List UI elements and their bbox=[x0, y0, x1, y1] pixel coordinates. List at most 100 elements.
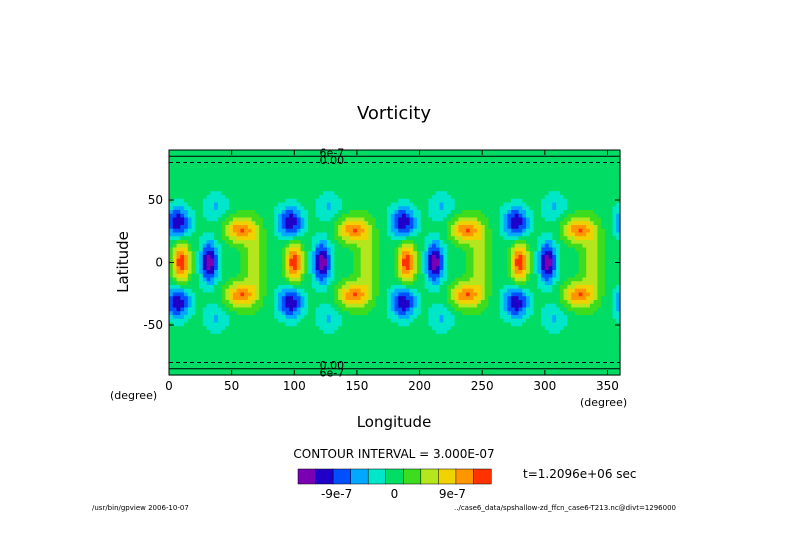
heatmap-cell bbox=[616, 240, 621, 245]
heatmap-cell bbox=[375, 255, 381, 260]
heatmap-cell bbox=[195, 288, 200, 294]
heatmap-cell bbox=[503, 161, 508, 166]
heatmap-cell bbox=[477, 251, 482, 256]
heatmap-cell bbox=[217, 198, 223, 204]
heatmap-cell bbox=[417, 157, 422, 162]
heatmap-cell bbox=[428, 198, 433, 204]
heatmap-cell bbox=[281, 225, 287, 230]
heatmap-cell bbox=[533, 266, 538, 271]
heatmap-cell bbox=[221, 221, 226, 226]
heatmap-cell bbox=[236, 191, 242, 196]
heatmap-cell bbox=[169, 191, 174, 196]
heatmap-cell bbox=[304, 285, 309, 290]
heatmap-cell bbox=[420, 176, 426, 181]
heatmap-cell bbox=[499, 281, 505, 286]
heatmap-cell bbox=[413, 300, 418, 305]
heatmap-cell bbox=[360, 221, 366, 226]
heatmap-cell bbox=[503, 270, 508, 275]
heatmap-cell bbox=[184, 165, 189, 170]
heatmap-cell bbox=[334, 296, 339, 301]
heatmap-cell bbox=[469, 270, 475, 275]
heatmap-cell bbox=[608, 157, 614, 162]
heatmap-cell bbox=[236, 262, 242, 267]
heatmap-cell bbox=[195, 176, 200, 181]
heatmap-cell bbox=[522, 183, 527, 189]
heatmap-cell bbox=[458, 183, 463, 189]
heatmap-cell bbox=[217, 172, 223, 177]
heatmap-cell bbox=[465, 176, 471, 181]
heatmap-cell bbox=[593, 187, 599, 192]
heatmap-cell bbox=[172, 191, 178, 196]
heatmap-cell bbox=[217, 150, 223, 155]
heatmap-cell bbox=[172, 273, 178, 279]
heatmap-cell bbox=[544, 262, 550, 267]
heatmap-cell bbox=[514, 202, 520, 207]
heatmap-cell bbox=[552, 247, 557, 252]
heatmap-cell bbox=[458, 213, 463, 219]
heatmap-cell bbox=[428, 236, 433, 241]
heatmap-cell bbox=[293, 180, 298, 185]
heatmap-cell bbox=[556, 251, 561, 256]
heatmap-cell bbox=[480, 165, 486, 170]
heatmap-cell bbox=[612, 232, 617, 237]
heatmap-cell bbox=[210, 165, 215, 170]
heatmap-cell bbox=[330, 172, 335, 177]
heatmap-cell bbox=[364, 247, 369, 252]
heatmap-cell bbox=[266, 213, 272, 219]
heatmap-cell bbox=[495, 243, 501, 249]
heatmap-cell bbox=[311, 243, 317, 249]
heatmap-cell bbox=[341, 206, 347, 211]
heatmap-cell bbox=[492, 165, 497, 170]
heatmap-cell bbox=[465, 213, 471, 219]
heatmap-cell bbox=[349, 228, 354, 234]
heatmap-cell bbox=[176, 225, 181, 230]
heatmap-cell bbox=[251, 225, 257, 230]
heatmap-cell bbox=[409, 285, 414, 290]
heatmap-cell bbox=[255, 292, 260, 297]
heatmap-cell bbox=[304, 273, 309, 279]
heatmap-cell bbox=[375, 270, 381, 275]
heatmap-cell bbox=[488, 288, 493, 294]
heatmap-cell bbox=[311, 296, 317, 301]
heatmap-cell bbox=[533, 296, 538, 301]
heatmap-cell bbox=[394, 195, 399, 200]
heatmap-cell bbox=[462, 240, 467, 245]
heatmap-cell bbox=[379, 225, 384, 230]
heatmap-cell bbox=[526, 277, 531, 282]
heatmap-cell bbox=[514, 157, 520, 162]
heatmap-cell bbox=[383, 300, 388, 305]
heatmap-cell bbox=[386, 296, 392, 301]
heatmap-cell bbox=[315, 288, 320, 294]
heatmap-cell bbox=[492, 266, 497, 271]
heatmap-cell bbox=[206, 161, 211, 166]
heatmap-cell bbox=[394, 191, 399, 196]
heatmap-cell bbox=[514, 191, 520, 196]
heatmap-cell bbox=[323, 303, 328, 309]
heatmap-cell bbox=[356, 243, 362, 249]
heatmap-cell bbox=[424, 296, 429, 301]
heatmap-cell bbox=[360, 183, 366, 189]
heatmap-cell bbox=[184, 228, 189, 234]
heatmap-cell bbox=[518, 172, 523, 177]
heatmap-cell bbox=[526, 273, 531, 279]
heatmap-cell bbox=[281, 187, 287, 192]
heatmap-cell bbox=[360, 225, 366, 230]
heatmap-cell bbox=[296, 281, 302, 286]
heatmap-cell bbox=[586, 168, 591, 174]
heatmap-cell bbox=[172, 206, 178, 211]
heatmap-cell bbox=[304, 255, 309, 260]
heatmap-cell bbox=[563, 180, 568, 185]
heatmap-cell bbox=[255, 251, 260, 256]
heatmap-cell bbox=[450, 150, 456, 155]
heatmap-cell bbox=[214, 258, 219, 264]
heatmap-cell bbox=[402, 296, 407, 301]
heatmap-cell bbox=[251, 277, 257, 282]
heatmap-cell bbox=[526, 161, 531, 166]
heatmap-cell bbox=[323, 243, 328, 249]
heatmap-cell bbox=[586, 255, 591, 260]
heatmap-cell bbox=[251, 228, 257, 234]
heatmap-cell bbox=[199, 168, 204, 174]
heatmap-cell bbox=[567, 273, 572, 279]
heatmap-cell bbox=[574, 168, 580, 174]
heatmap-cell bbox=[574, 217, 580, 222]
